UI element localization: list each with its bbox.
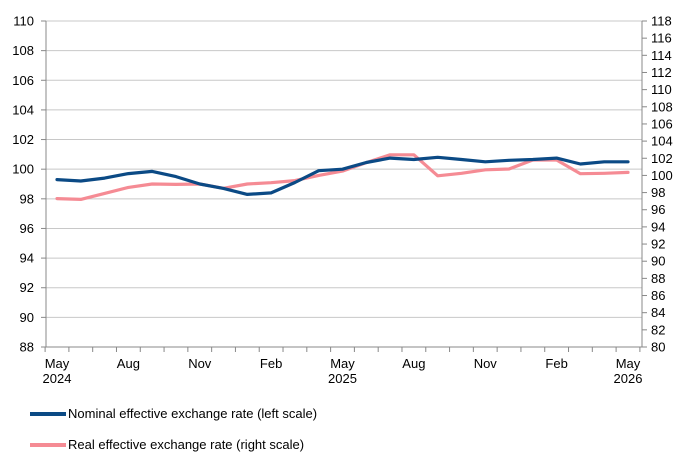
y-right-tick-label: 92 bbox=[651, 237, 665, 252]
series-line-real bbox=[55, 153, 630, 201]
x-tick-label: May bbox=[45, 356, 70, 371]
y-right-tick-label: 88 bbox=[651, 271, 665, 286]
x-tick-label: Aug bbox=[402, 356, 425, 371]
y-right-tick-label: 106 bbox=[651, 116, 673, 131]
series-line-nominal bbox=[55, 155, 630, 196]
y-axis-right-ticks: 80 82 84 86 88 90 92 94 96 98 100 102 104 106 108 110 11… bbox=[642, 14, 673, 355]
y-right-tick-label: 100 bbox=[651, 168, 673, 183]
y-left-tick-label: 94 bbox=[20, 251, 34, 266]
y-left-tick-label: 98 bbox=[20, 191, 34, 206]
x-tick-label: May bbox=[616, 356, 641, 371]
y-right-tick-label: 94 bbox=[651, 219, 665, 234]
y-right-tick-label: 118 bbox=[651, 14, 672, 29]
x-tick-label-year: 2024 bbox=[43, 371, 72, 386]
y-right-tick-label: 112 bbox=[651, 65, 672, 80]
y-left-tick-label: 104 bbox=[12, 102, 34, 117]
legend-item-real: Real effective exchange rate (right scal… bbox=[30, 437, 304, 452]
y-axis-left-ticks: 88 90 92 94 96 98 100 102 104 106 108 110 bbox=[12, 14, 46, 355]
y-left-tick-label: 96 bbox=[20, 221, 34, 236]
y-left-tick-label: 106 bbox=[12, 73, 34, 88]
y-right-tick-label: 90 bbox=[651, 254, 665, 269]
y-left-tick-label: 100 bbox=[12, 162, 34, 177]
gridlines bbox=[46, 20, 642, 348]
legend-item-nominal: Nominal effective exchange rate (left sc… bbox=[30, 406, 317, 421]
y-left-tick-label: 102 bbox=[12, 132, 34, 147]
x-tick-label: Nov bbox=[188, 356, 212, 371]
y-right-tick-label: 96 bbox=[651, 202, 665, 217]
y-right-tick-label: 104 bbox=[651, 134, 673, 149]
y-right-tick-label: 82 bbox=[651, 322, 665, 337]
y-right-tick-label: 80 bbox=[651, 340, 665, 355]
y-right-tick-label: 86 bbox=[651, 288, 665, 303]
x-tick-label: Nov bbox=[474, 356, 498, 371]
x-tick-label: May bbox=[330, 356, 355, 371]
y-left-tick-label: 92 bbox=[20, 280, 34, 295]
legend-swatch-real bbox=[30, 442, 66, 447]
y-left-tick-label: 90 bbox=[20, 310, 34, 325]
x-tick-label: Aug bbox=[117, 356, 140, 371]
y-right-tick-label: 84 bbox=[651, 305, 665, 320]
y-right-tick-label: 110 bbox=[651, 82, 672, 97]
x-tick-label-year: 2025 bbox=[328, 371, 357, 386]
legend-label-nominal: Nominal effective exchange rate (left sc… bbox=[68, 406, 318, 421]
y-right-tick-label: 102 bbox=[651, 151, 673, 166]
axes bbox=[45, 21, 643, 348]
y-right-tick-label: 98 bbox=[651, 185, 665, 200]
x-tick-label-year: 2026 bbox=[614, 371, 643, 386]
y-right-tick-label: 114 bbox=[651, 48, 672, 63]
x-tick-label: Feb bbox=[545, 356, 567, 371]
y-right-tick-label: 116 bbox=[651, 31, 672, 46]
x-tick-label: Feb bbox=[260, 356, 282, 371]
y-left-tick-label: 110 bbox=[13, 14, 34, 29]
legend-label-real: Real effective exchange rate (right scal… bbox=[68, 437, 305, 452]
legend-swatch-nominal bbox=[30, 411, 66, 416]
y-left-tick-label: 108 bbox=[12, 43, 34, 58]
y-right-tick-label: 108 bbox=[651, 99, 673, 114]
y-left-tick-label: 88 bbox=[20, 340, 34, 355]
series-lines bbox=[55, 153, 630, 201]
